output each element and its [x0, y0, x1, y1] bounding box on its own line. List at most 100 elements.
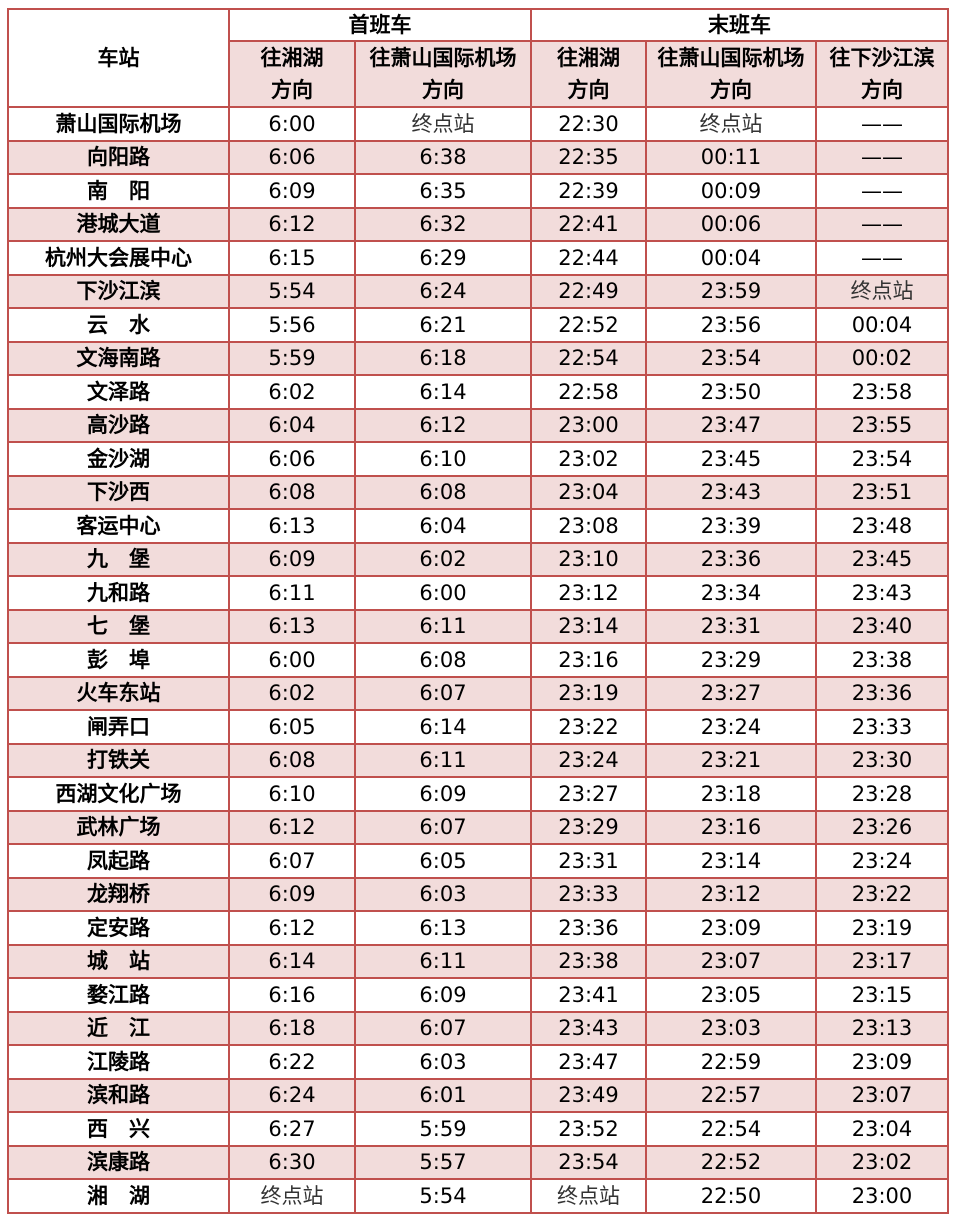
time-cell: 6:29 — [354, 240, 532, 276]
time-cell: 23:12 — [645, 876, 817, 912]
time-cell: 22:54 — [645, 1111, 817, 1147]
table-row: 向阳路 6:06 6:38 22:35 00:11 —— — [7, 139, 950, 175]
time-cell: 23:22 — [530, 709, 647, 745]
time-cell: 00:11 — [645, 139, 817, 175]
station-name: 滨和路 — [7, 1077, 230, 1113]
station-name: 龙翔桥 — [7, 876, 230, 912]
table-row: 客运中心 6:13 6:04 23:08 23:39 23:48 — [7, 508, 950, 544]
time-cell: 6:08 — [354, 642, 532, 678]
time-cell: 6:14 — [228, 943, 356, 979]
time-cell: 6:00 — [228, 106, 356, 142]
time-cell: 23:58 — [814, 374, 950, 410]
time-cell: 23:27 — [530, 776, 647, 812]
table-row: 高沙路 6:04 6:12 23:00 23:47 23:55 — [7, 407, 950, 443]
time-cell: 23:43 — [645, 474, 817, 510]
time-cell: 6:12 — [228, 910, 356, 946]
time-cell: 6:12 — [354, 407, 532, 443]
time-cell: 6:24 — [228, 1077, 356, 1113]
station-name: 近 江 — [7, 1010, 230, 1046]
time-cell: 6:11 — [228, 575, 356, 611]
time-cell: 5:54 — [228, 273, 356, 309]
table-row: 九 堡 6:09 6:02 23:10 23:36 23:45 — [7, 541, 950, 577]
time-cell: 6:09 — [228, 541, 356, 577]
time-cell: 23:54 — [814, 441, 950, 477]
time-cell: 6:13 — [354, 910, 532, 946]
time-cell: 00:04 — [814, 307, 950, 343]
time-cell: 22:54 — [530, 340, 647, 376]
time-cell: 23:07 — [814, 1077, 950, 1113]
station-name: 文泽路 — [7, 374, 230, 410]
station-name: 湘 湖 — [7, 1178, 230, 1214]
time-cell: 5:57 — [354, 1144, 532, 1180]
time-cell: 5:59 — [228, 340, 356, 376]
time-cell: 23:43 — [814, 575, 950, 611]
time-cell: —— — [814, 206, 950, 242]
station-name: 彭 埠 — [7, 642, 230, 678]
time-cell: 6:13 — [228, 608, 356, 644]
time-cell: 23:43 — [530, 1010, 647, 1046]
time-cell: 00:02 — [814, 340, 950, 376]
time-cell: 6:02 — [228, 374, 356, 410]
time-cell: 6:10 — [228, 776, 356, 812]
station-name: 金沙湖 — [7, 441, 230, 477]
time-cell: 6:27 — [228, 1111, 356, 1147]
time-cell: 00:09 — [645, 173, 817, 209]
time-cell: 6:06 — [228, 139, 356, 175]
table-row: 杭州大会展中心 6:15 6:29 22:44 00:04 —— — [7, 240, 950, 276]
time-cell: 6:07 — [354, 1010, 532, 1046]
time-cell: 6:08 — [228, 742, 356, 778]
time-cell: 22:57 — [645, 1077, 817, 1113]
station-name: 西 兴 — [7, 1111, 230, 1147]
time-cell: 23:54 — [645, 340, 817, 376]
time-cell: 23:49 — [530, 1077, 647, 1113]
time-cell: 22:44 — [530, 240, 647, 276]
station-name: 南 阳 — [7, 173, 230, 209]
time-cell: 6:24 — [354, 273, 532, 309]
station-name: 下沙江滨 — [7, 273, 230, 309]
station-name: 凤起路 — [7, 843, 230, 879]
time-cell: 6:07 — [354, 809, 532, 845]
table-row: 西湖文化广场 6:10 6:09 23:27 23:18 23:28 — [7, 776, 950, 812]
time-cell: 6:22 — [228, 1044, 356, 1080]
time-cell: 00:06 — [645, 206, 817, 242]
time-cell: 23:31 — [530, 843, 647, 879]
table-row: 定安路 6:12 6:13 23:36 23:09 23:19 — [7, 910, 950, 946]
table-row: 萧山国际机场 6:00 终点站 22:30 终点站 —— — [7, 106, 950, 142]
time-cell: 23:10 — [530, 541, 647, 577]
time-cell: 22:59 — [645, 1044, 817, 1080]
time-cell: 6:03 — [354, 876, 532, 912]
timetable: 车站 首班车 末班车 往湘湖 方向 往萧山国际机场 方向 往湘湖 方向 往萧山国际机场… — [7, 8, 950, 1214]
table-row: 闸弄口 6:05 6:14 23:22 23:24 23:33 — [7, 709, 950, 745]
time-cell: 23:15 — [814, 977, 950, 1013]
table-row: 西 兴 6:27 5:59 23:52 22:54 23:04 — [7, 1111, 950, 1147]
time-cell: 6:32 — [354, 206, 532, 242]
time-cell: 6:05 — [354, 843, 532, 879]
station-name: 火车东站 — [7, 675, 230, 711]
time-cell: 23:41 — [530, 977, 647, 1013]
time-cell: 23:04 — [814, 1111, 950, 1147]
time-cell: 23:51 — [814, 474, 950, 510]
time-cell: 23:59 — [645, 273, 817, 309]
time-cell: 23:05 — [645, 977, 817, 1013]
time-cell: 22:49 — [530, 273, 647, 309]
table-row: 打铁关 6:08 6:11 23:24 23:21 23:30 — [7, 742, 950, 778]
station-name: 杭州大会展中心 — [7, 240, 230, 276]
station-name: 客运中心 — [7, 508, 230, 544]
time-cell: 6:09 — [354, 776, 532, 812]
time-cell: 22:30 — [530, 106, 647, 142]
time-cell: 23:27 — [645, 675, 817, 711]
time-cell: 6:15 — [228, 240, 356, 276]
time-cell: 6:03 — [354, 1044, 532, 1080]
time-cell: 23:17 — [814, 943, 950, 979]
time-cell: 6:07 — [228, 843, 356, 879]
table-row: 彭 埠 6:00 6:08 23:16 23:29 23:38 — [7, 642, 950, 678]
table-row: 七 堡 6:13 6:11 23:14 23:31 23:40 — [7, 608, 950, 644]
time-cell: 23:21 — [645, 742, 817, 778]
time-cell: 23:16 — [645, 809, 817, 845]
time-cell: 23:07 — [645, 943, 817, 979]
table-row: 九和路 6:11 6:00 23:12 23:34 23:43 — [7, 575, 950, 611]
time-cell: 6:07 — [354, 675, 532, 711]
time-cell: 23:24 — [814, 843, 950, 879]
time-cell: 6:30 — [228, 1144, 356, 1180]
time-cell: 23:04 — [530, 474, 647, 510]
